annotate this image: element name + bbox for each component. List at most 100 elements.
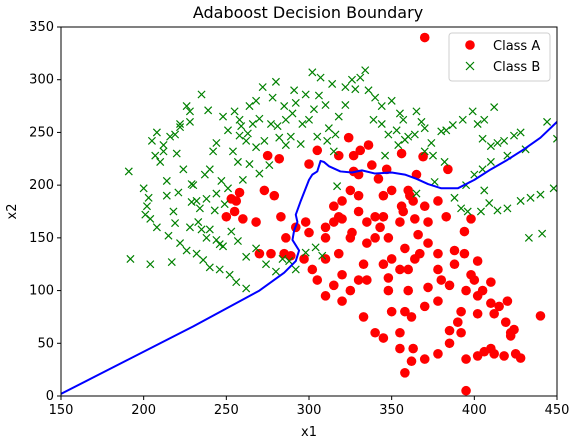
class-b-point xyxy=(215,265,224,274)
class-b-point xyxy=(538,229,547,238)
class-b-point xyxy=(526,193,535,202)
class-a-point xyxy=(459,248,470,259)
class-b-point xyxy=(174,188,183,197)
class-b-point xyxy=(399,115,408,124)
class-a-point xyxy=(259,185,270,196)
class-a-point xyxy=(466,269,476,280)
class-a-point xyxy=(466,214,476,224)
class-a-point xyxy=(400,243,410,254)
class-a-point xyxy=(386,306,397,317)
class-b-point xyxy=(159,147,168,156)
class-a-point xyxy=(329,217,339,227)
class-b-point xyxy=(290,86,299,95)
class-a-point xyxy=(362,238,372,248)
class-b-point xyxy=(341,100,350,110)
class-b-point xyxy=(442,126,451,135)
class-a-point xyxy=(395,264,405,275)
class-b-point xyxy=(268,93,277,102)
class-a-point xyxy=(406,312,417,322)
class-b-point xyxy=(235,131,244,140)
class-a-point xyxy=(337,269,347,280)
class-b-point xyxy=(321,100,330,110)
class-a-point xyxy=(453,317,463,328)
class-a-point xyxy=(477,285,488,296)
class-b-point xyxy=(199,255,208,265)
class-a-point xyxy=(337,196,347,206)
class-a-point xyxy=(456,327,466,338)
class-a-point xyxy=(276,211,286,222)
class-a-point xyxy=(395,343,405,354)
class-b-point xyxy=(480,186,489,195)
class-b-point xyxy=(304,115,314,124)
y-tick-label: 250 xyxy=(29,125,54,140)
class-b-point xyxy=(235,115,244,124)
class-a-point xyxy=(423,217,433,227)
class-b-point xyxy=(182,102,191,111)
class-a-point xyxy=(419,354,430,364)
class-b-point xyxy=(261,260,271,269)
class-b-point xyxy=(328,79,337,88)
class-b-point xyxy=(395,109,404,118)
class-a-point xyxy=(444,325,455,336)
class-a-point xyxy=(378,190,389,201)
class-b-point xyxy=(271,267,280,276)
class-a-point xyxy=(419,301,430,312)
class-b-point xyxy=(387,96,396,105)
class-a-point xyxy=(419,32,430,43)
class-b-point xyxy=(147,136,156,145)
class-b-point xyxy=(329,147,338,156)
class-b-point xyxy=(281,141,290,150)
class-a-point xyxy=(489,308,499,319)
class-b-point xyxy=(286,132,295,141)
class-a-point xyxy=(386,185,397,196)
y-tick-label: 100 xyxy=(29,284,54,299)
class-b-point xyxy=(146,260,155,269)
class-b-point xyxy=(126,254,135,263)
class-b-point xyxy=(384,130,393,139)
class-a-point xyxy=(254,248,265,259)
class-a-point xyxy=(362,275,372,285)
class-b-point xyxy=(563,197,570,204)
class-b-point xyxy=(273,122,282,131)
y-axis-label: x2 xyxy=(5,204,20,220)
class-b-point xyxy=(265,161,274,170)
class-b-point xyxy=(238,175,247,184)
class-b-point xyxy=(288,109,297,118)
class-b-point xyxy=(169,207,178,216)
class-a-point xyxy=(358,259,369,270)
class-b-point xyxy=(245,160,254,169)
class-b-point xyxy=(543,117,552,126)
class-b-point xyxy=(248,119,257,129)
class-a-point xyxy=(353,206,364,217)
class-b-point xyxy=(476,207,485,216)
class-a-point xyxy=(486,298,496,309)
class-b-point xyxy=(187,197,196,207)
class-b-point xyxy=(440,157,449,166)
class-b-point xyxy=(301,90,310,99)
class-a-point xyxy=(502,296,513,306)
class-b-point xyxy=(243,129,252,138)
class-a-point xyxy=(320,291,331,301)
class-b-point xyxy=(309,105,318,114)
class-a-point xyxy=(486,277,496,287)
class-b-point xyxy=(152,223,161,232)
class-a-point xyxy=(300,217,311,227)
class-b-point xyxy=(278,254,287,263)
class-b-point xyxy=(185,223,194,232)
class-b-point xyxy=(410,130,419,139)
class-b-point xyxy=(200,170,209,179)
series-class-b xyxy=(124,66,570,293)
class-a-point xyxy=(312,275,323,285)
class-a-point xyxy=(221,211,232,222)
class-a-point xyxy=(266,248,276,259)
class-a-point xyxy=(234,187,245,198)
class-b-point xyxy=(478,134,487,143)
class-a-point xyxy=(337,214,347,224)
class-b-point xyxy=(490,103,499,112)
class-b-point xyxy=(430,177,439,187)
class-b-point xyxy=(420,147,429,156)
class-b-point xyxy=(187,180,196,189)
y-tick-label: 200 xyxy=(29,178,54,193)
class-b-point xyxy=(182,246,191,255)
